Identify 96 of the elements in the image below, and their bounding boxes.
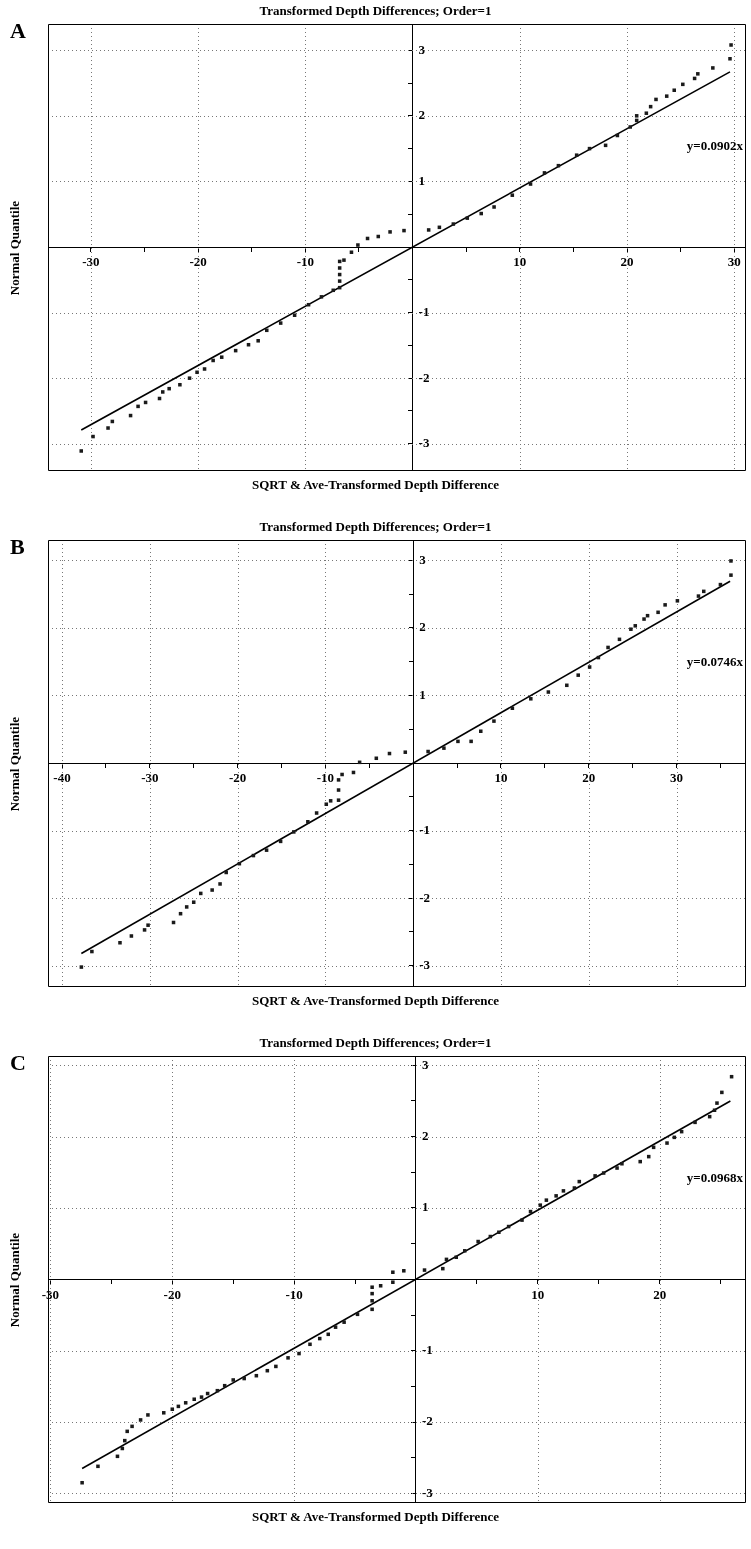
y-tick-label: 3	[422, 1056, 429, 1072]
x-tick-label: 20	[653, 1286, 667, 1302]
point	[198, 891, 203, 896]
point	[529, 697, 533, 701]
point	[324, 802, 329, 806]
point	[340, 772, 344, 777]
point	[314, 811, 319, 815]
point	[729, 573, 733, 577]
x-tick-label: -40	[53, 770, 71, 786]
x-tick-label: -10	[316, 770, 335, 786]
text: B	[10, 534, 25, 560]
y-tick-label: 2	[419, 619, 426, 635]
y-tick-label: 1	[419, 686, 426, 702]
point	[587, 665, 592, 669]
point	[336, 798, 341, 802]
x-axis-title: SQRT & Ave-Transformed Depth Difference	[251, 1508, 500, 1526]
y-tick-label: 3	[418, 41, 426, 57]
point	[701, 589, 706, 594]
point	[292, 830, 296, 834]
x-tick-label: -10	[296, 254, 315, 270]
y-tick-label: 1	[422, 1199, 429, 1215]
point	[675, 599, 680, 603]
x-tick-label: -20	[228, 770, 247, 786]
annotation: y=0.0968x	[686, 1170, 743, 1186]
point	[146, 923, 150, 927]
point	[210, 888, 214, 892]
point	[479, 729, 483, 734]
point	[403, 750, 408, 754]
point	[426, 749, 430, 754]
point	[656, 610, 660, 615]
point	[510, 706, 515, 711]
point	[492, 719, 496, 723]
y-tick-label: 3	[419, 551, 427, 567]
x-tick-label: -30	[141, 770, 159, 786]
x-tick-label: -30	[82, 254, 100, 270]
y-tick-label: -2	[422, 1413, 433, 1429]
y-tick-label: -1	[418, 303, 430, 319]
x-tick-label: -20	[163, 1286, 181, 1302]
x-tick-label: -20	[189, 254, 207, 270]
point	[336, 788, 341, 792]
annotation: y=0.0746x	[686, 654, 743, 670]
chart-title: Transformed Depth Differences; Order=1	[259, 3, 492, 18]
point	[629, 627, 633, 631]
x-tick-label: 30	[727, 254, 741, 270]
point	[642, 617, 646, 621]
point	[336, 778, 341, 782]
point	[142, 928, 147, 932]
x-axis-title: SQRT & Ave-Transformed Depth Difference	[251, 992, 500, 1010]
y-axis-title: Normal Quantile	[7, 1231, 23, 1330]
point	[696, 594, 701, 598]
chart-title: Transformed Depth Differences; Order=1	[259, 1035, 492, 1050]
y-tick-label: -2	[419, 889, 431, 905]
point	[118, 940, 122, 945]
point	[306, 820, 310, 824]
x-tick-label: 10	[494, 770, 508, 786]
point	[442, 746, 446, 750]
point	[663, 603, 667, 607]
point	[633, 624, 638, 628]
point	[90, 949, 94, 954]
y-tick-label: -3	[419, 957, 431, 973]
text: A	[10, 18, 26, 44]
point	[184, 905, 189, 909]
point	[729, 559, 733, 563]
y-tick-label: 2	[422, 1128, 429, 1143]
y-axis-title: Normal Quantile	[7, 199, 23, 298]
point	[456, 739, 460, 744]
y-tick-label: 1	[418, 172, 426, 188]
y-axis-title: Normal Quantile	[7, 715, 23, 814]
point	[224, 870, 228, 875]
point	[606, 645, 610, 650]
y-tick-label: -2	[418, 369, 430, 385]
x-tick-label: 10	[513, 254, 527, 270]
x-tick-label: 30	[670, 770, 684, 786]
text: C	[10, 1050, 26, 1076]
point	[328, 799, 333, 803]
y-tick-label: -3	[418, 435, 430, 451]
x-tick-label: 20	[582, 770, 596, 786]
point	[576, 673, 580, 677]
point	[565, 683, 569, 688]
chart-title: Transformed Depth Differences; Order=1	[259, 519, 492, 534]
y-tick-label: -3	[422, 1484, 434, 1500]
y-tick-label: -1	[422, 1342, 433, 1358]
y-tick-label: 2	[418, 107, 426, 123]
point	[469, 739, 473, 744]
x-tick-label: 10	[531, 1286, 545, 1302]
x-tick-label: 20	[620, 254, 634, 270]
point	[191, 900, 196, 904]
x-tick-label: -10	[285, 1286, 303, 1302]
y-tick-label: -1	[419, 821, 431, 837]
annotation: y=0.0902x	[686, 138, 743, 154]
point	[218, 882, 222, 886]
x-axis-title: SQRT & Ave-Transformed Depth Difference	[251, 476, 500, 494]
point	[264, 848, 269, 852]
point	[129, 934, 134, 938]
point	[546, 690, 551, 694]
point	[79, 965, 84, 969]
